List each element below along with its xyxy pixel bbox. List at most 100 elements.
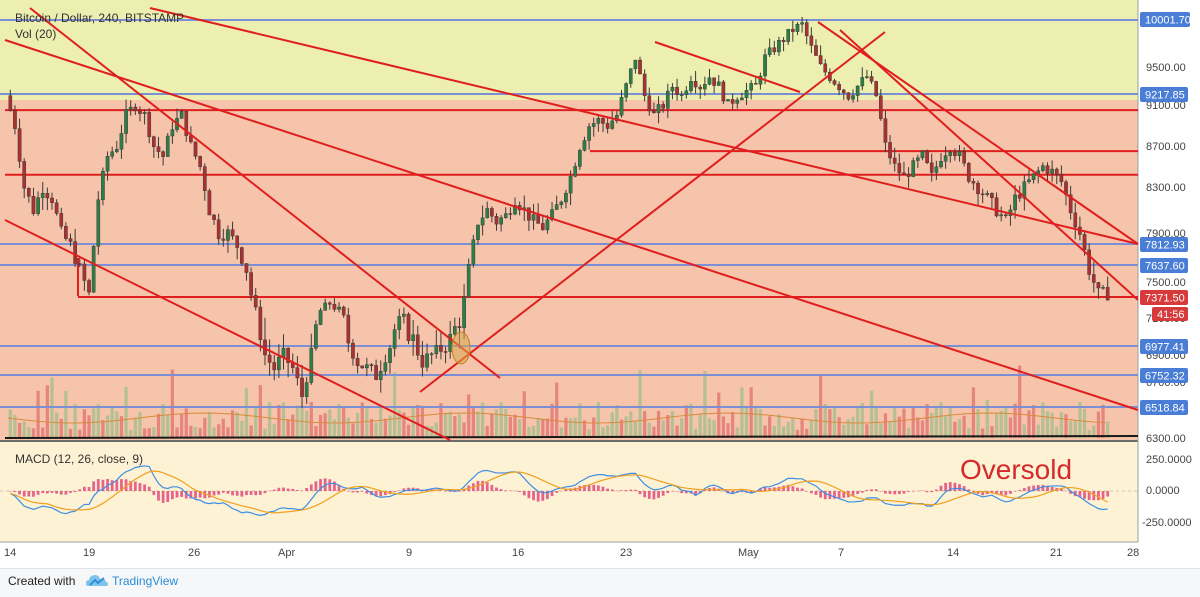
macd-histogram-bar xyxy=(615,490,619,492)
candle-body xyxy=(54,202,59,214)
macd-histogram-bar xyxy=(837,491,841,499)
volume-bar xyxy=(82,409,87,438)
volume-bar xyxy=(263,428,267,438)
trend-line xyxy=(839,29,1139,301)
volume-bar xyxy=(726,423,730,438)
volume-bar xyxy=(68,428,73,438)
macd-histogram-bar xyxy=(819,491,822,498)
time-tick-label: May xyxy=(738,547,759,559)
volume-bar xyxy=(295,405,300,438)
volume-bar xyxy=(513,414,517,438)
macd-histogram-bar xyxy=(1009,491,1012,494)
tradingview-cloud-icon[interactable] xyxy=(85,572,109,590)
volume-bar xyxy=(105,415,110,438)
candle-body xyxy=(240,247,244,264)
macd-histogram-bar xyxy=(490,484,494,491)
macd-histogram-bar xyxy=(319,479,322,491)
volume-bars xyxy=(7,365,1110,438)
candle-body xyxy=(985,193,990,195)
macd-histogram-bar xyxy=(768,488,772,491)
volume-bar xyxy=(832,408,837,438)
trend-line xyxy=(4,219,451,441)
bitcoin-chart[interactable]: 9500.00 9100.00 8700.00 8300.00 7900.00 … xyxy=(0,0,1200,568)
volume-bar xyxy=(59,418,63,438)
candle-body xyxy=(281,347,286,358)
macd-histogram-bar xyxy=(647,491,651,499)
volume-bar xyxy=(337,404,341,438)
macd-histogram-bar xyxy=(240,491,244,497)
volume-bar xyxy=(499,402,503,438)
candle-body xyxy=(888,142,892,159)
candle-body xyxy=(772,47,777,53)
volume-bar xyxy=(175,427,179,438)
volume-bar xyxy=(138,411,142,438)
macd-histogram-bar xyxy=(45,491,49,494)
candle-body xyxy=(814,45,818,56)
price-tag-box xyxy=(1140,258,1188,273)
macd-histogram-bar xyxy=(282,487,285,491)
volume-bar xyxy=(254,406,258,438)
macd-histogram-bar xyxy=(272,489,276,491)
volume-bar xyxy=(1073,420,1077,438)
candle-body xyxy=(545,219,550,231)
volume-bar xyxy=(1055,426,1059,438)
macd-histogram-bar xyxy=(1097,491,1100,501)
macd-histogram-bar xyxy=(157,491,160,501)
candle-body xyxy=(272,362,277,371)
candle-body xyxy=(462,296,466,329)
volume-bar xyxy=(152,427,156,438)
macd-histogram-bar xyxy=(958,484,961,491)
candle-body xyxy=(837,84,841,91)
volume-bar xyxy=(41,427,45,438)
volume-bar xyxy=(383,418,387,438)
price-tag-box xyxy=(1140,368,1188,383)
candle-body xyxy=(323,302,327,311)
candle-body xyxy=(152,136,156,147)
volume-bar xyxy=(189,425,193,438)
candle-body xyxy=(1027,179,1031,182)
macd-histogram-bar xyxy=(1092,491,1096,501)
volume-bar xyxy=(578,403,582,438)
macd-histogram-bar xyxy=(300,490,304,492)
candle-body xyxy=(485,208,490,219)
candle-body xyxy=(114,149,119,152)
volume-label[interactable]: Vol (20) xyxy=(15,27,56,41)
candle-body xyxy=(207,190,212,216)
candle-body xyxy=(638,59,642,75)
candle-body xyxy=(902,172,906,175)
volume-bar xyxy=(994,413,999,438)
volume-bar xyxy=(314,426,318,438)
macd-histogram-bar xyxy=(610,489,614,491)
trend-line xyxy=(4,39,1139,411)
volume-bar xyxy=(638,370,642,438)
candle-body xyxy=(304,382,309,397)
candle-body xyxy=(406,313,411,341)
volume-bar xyxy=(430,426,434,438)
volume-bar xyxy=(101,420,105,438)
macd-histogram-bar xyxy=(870,489,873,491)
candle-body xyxy=(31,196,36,214)
volume-bar xyxy=(54,412,59,438)
candle-body xyxy=(823,63,828,73)
volume-bar xyxy=(462,422,466,438)
macd-histogram-bar xyxy=(624,490,628,491)
volume-bar xyxy=(643,411,647,438)
volume-bar xyxy=(203,417,207,438)
macd-histogram-bar xyxy=(550,491,554,497)
volume-bar xyxy=(64,390,68,438)
candle-body xyxy=(1087,249,1091,275)
candle-body xyxy=(1031,173,1036,180)
candle-body xyxy=(1041,165,1045,171)
macd-label[interactable]: MACD (12, 26, close, 9) xyxy=(15,452,143,466)
macd-histogram-bar xyxy=(921,490,924,491)
volume-bar xyxy=(948,407,952,438)
tradingview-brand-link[interactable]: TradingView xyxy=(112,574,179,588)
macd-histogram-bar xyxy=(147,486,151,491)
breakout-highlight-circle[interactable] xyxy=(451,331,471,365)
candle-body xyxy=(804,22,809,37)
volume-bar xyxy=(1008,417,1013,438)
volume-bar xyxy=(531,425,536,438)
macd-histogram-bar xyxy=(175,491,179,498)
symbol-title[interactable]: Bitcoin / Dollar, 240, BITSTAMP xyxy=(15,11,184,25)
candle-body xyxy=(582,140,587,151)
